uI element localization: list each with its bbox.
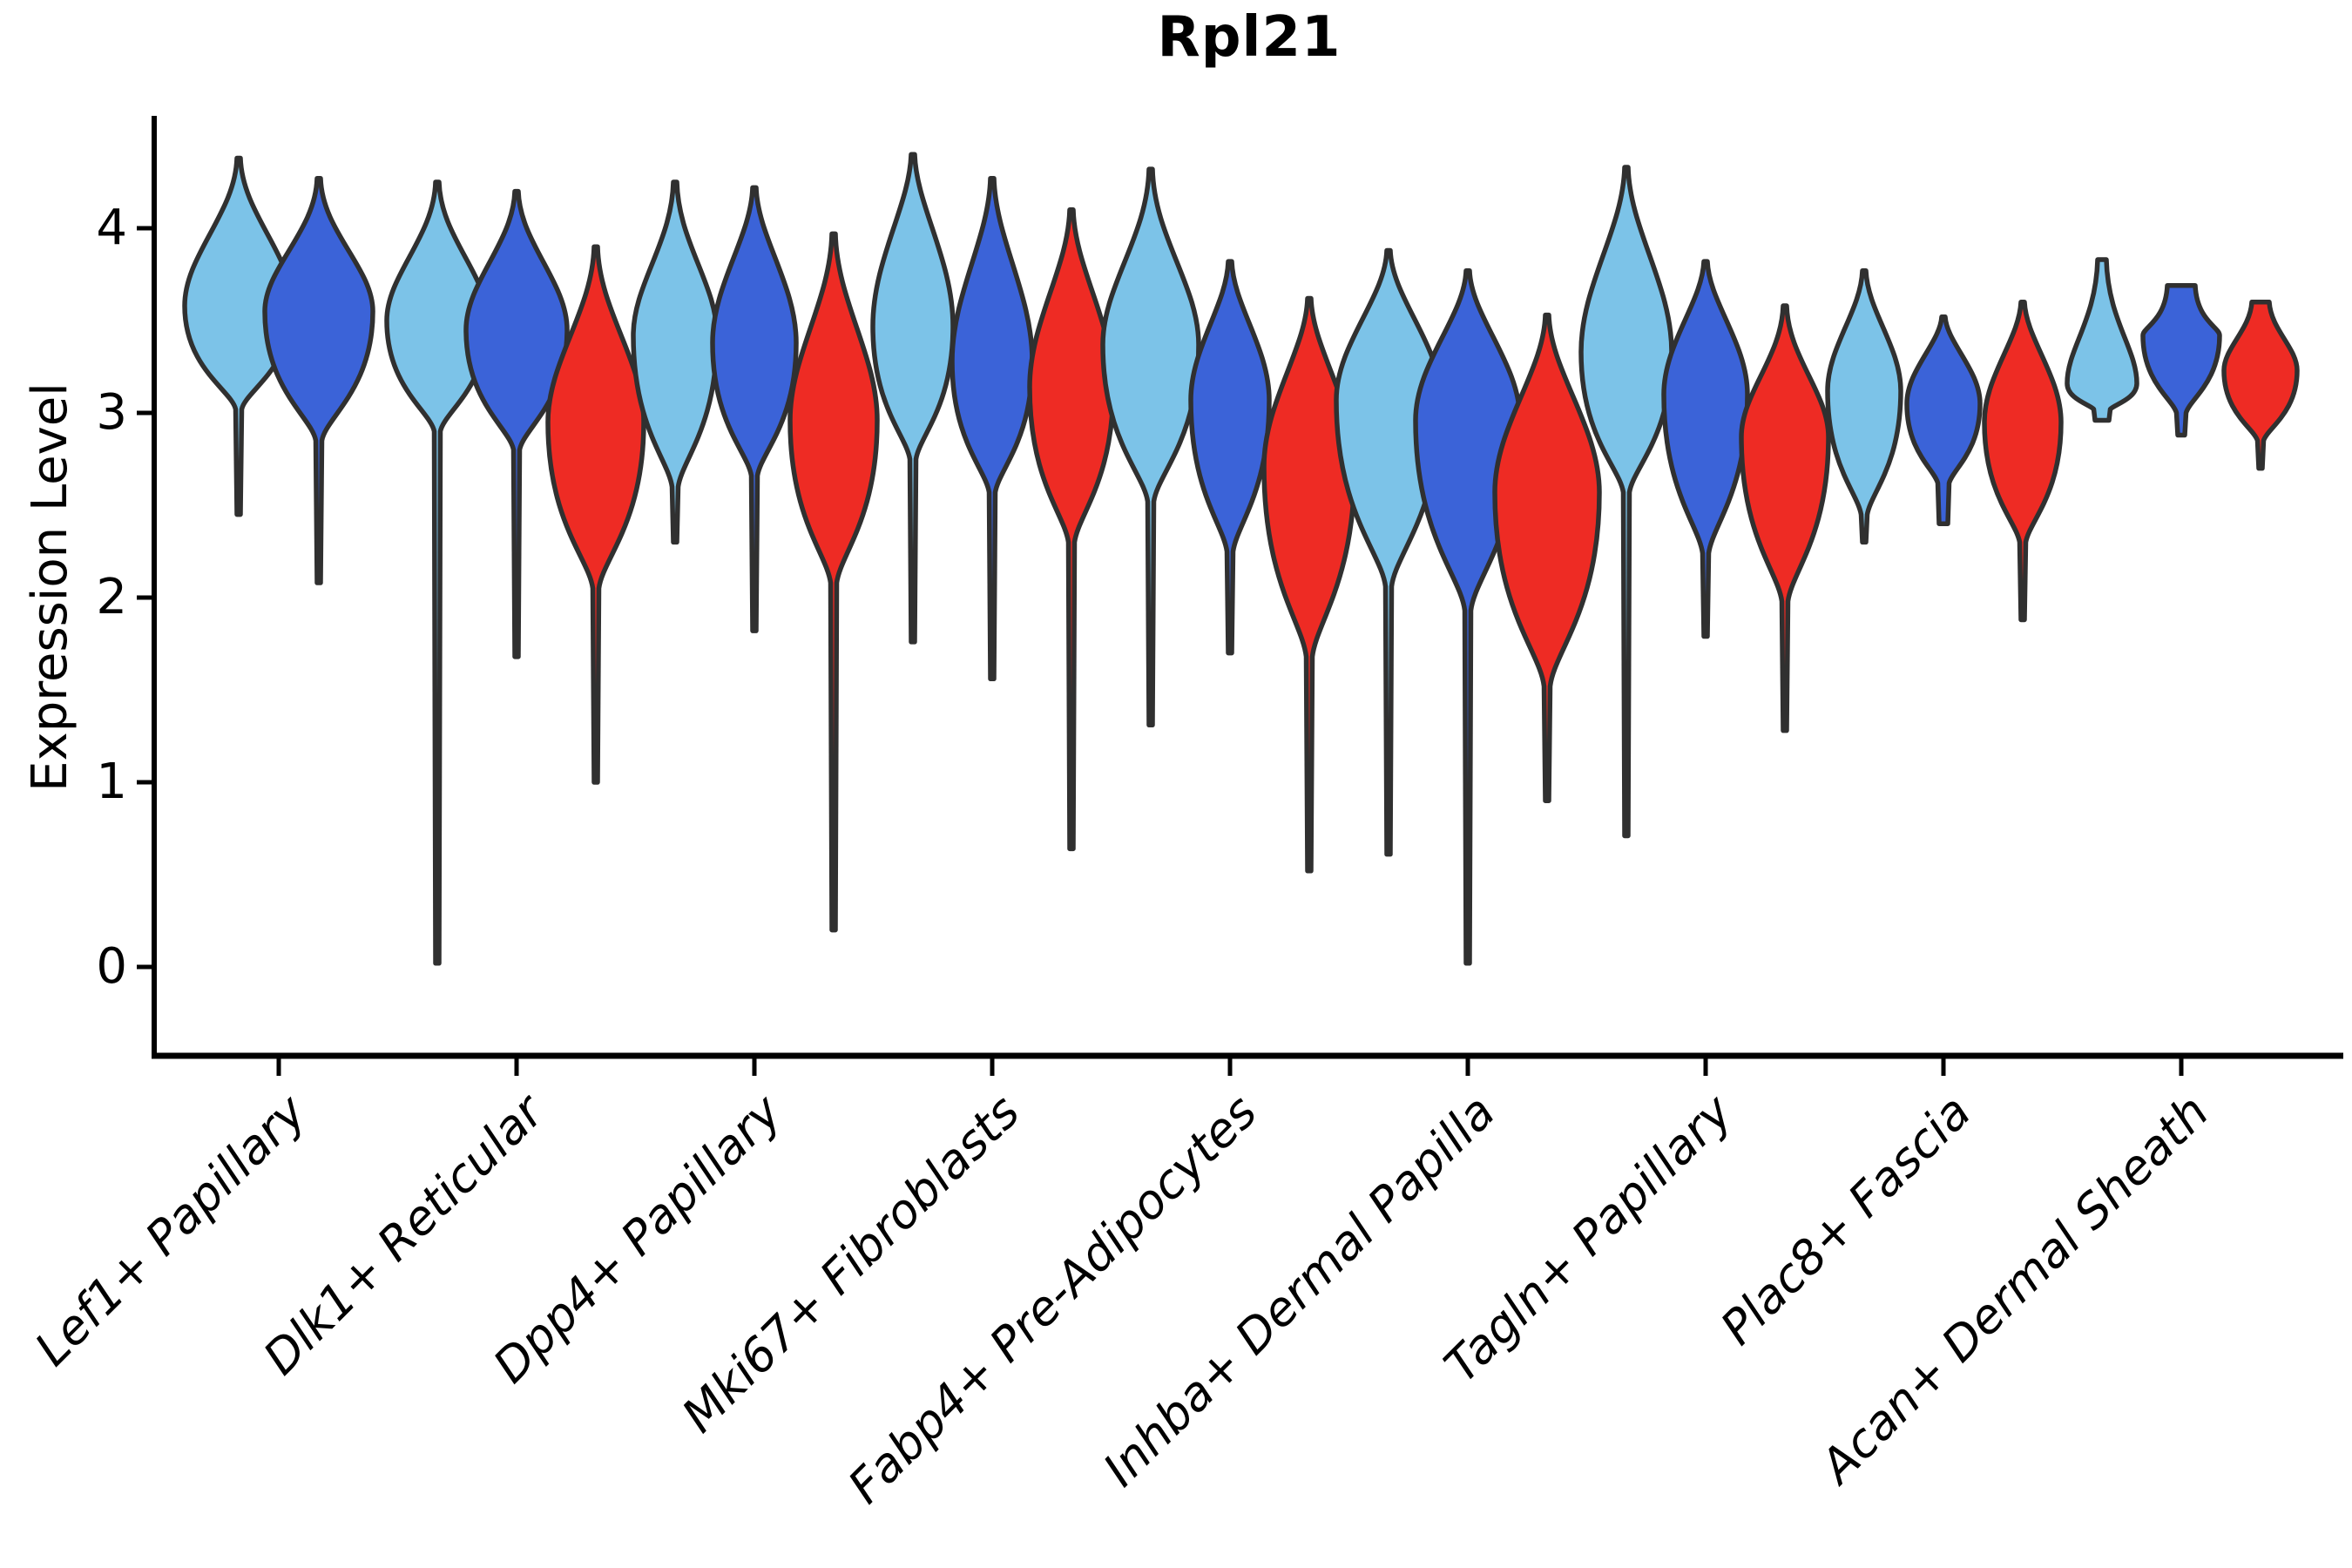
violin-9-2 [2140,282,2222,438]
violin-1-1 [182,155,295,517]
violin-8-3 [1982,300,2064,623]
violin-2-2 [463,188,570,659]
violin-6-1 [1334,247,1443,857]
violin-1-2 [262,176,375,585]
violin-9-3 [2221,300,2300,471]
violin-8-1 [1825,268,1903,545]
violin-7-1 [1578,165,1674,839]
violin-9-1 [2065,257,2139,423]
violin-4-3 [1027,207,1116,852]
violin-2-1 [384,179,490,966]
violin-3-2 [710,185,799,633]
y-tick-label: 1 [96,754,127,810]
violin-3-3 [787,231,880,933]
y-tick-label: 3 [96,384,127,441]
y-tick-label: 2 [96,569,127,625]
y-tick-label: 4 [96,199,127,256]
violin-7-3 [1739,303,1831,733]
violin-5-1 [1100,166,1201,728]
violin-4-2 [950,176,1035,682]
chart-title: Rpl21 [1157,5,1342,70]
violin-4-1 [870,152,956,645]
violin-8-2 [1904,314,1983,526]
y-tick-label: 0 [96,938,127,995]
violin-6-2 [1413,268,1523,966]
violin-7-2 [1661,259,1750,639]
violin-5-2 [1188,259,1272,656]
violin-3-1 [631,179,720,545]
violin-6-3 [1492,312,1602,803]
